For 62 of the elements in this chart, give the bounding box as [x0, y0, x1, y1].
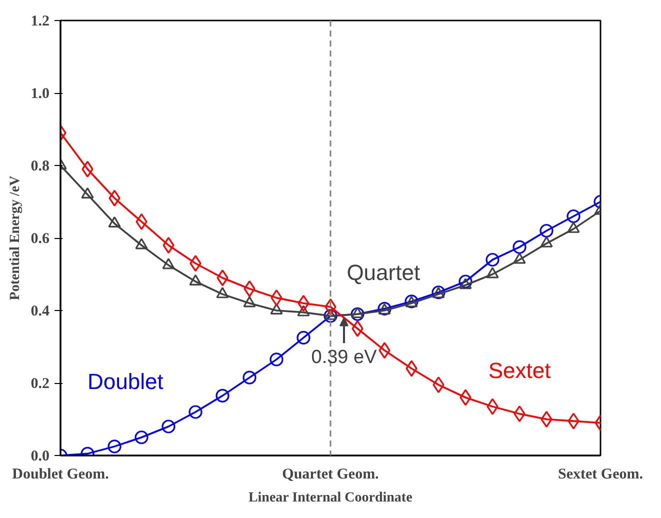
x-tick-label: Sextet Geom.: [558, 466, 644, 482]
point: [513, 252, 526, 264]
point: [216, 287, 229, 298]
point: [216, 388, 230, 402]
point: [458, 274, 472, 288]
point: [162, 420, 176, 434]
point: [82, 160, 94, 178]
point: [486, 398, 498, 415]
point: [108, 216, 121, 228]
point: [540, 236, 553, 248]
point: [242, 370, 256, 384]
y-tick-label: 0.8: [30, 158, 50, 174]
point: [432, 376, 444, 394]
point: [512, 240, 526, 254]
y-tick-label: 0.2: [30, 376, 50, 392]
point: [162, 258, 175, 270]
point: [270, 290, 282, 306]
point: [190, 255, 202, 272]
annotation: 0.39 eV: [311, 346, 378, 368]
point: [324, 298, 336, 316]
point: [352, 320, 364, 337]
point: [568, 412, 580, 430]
point: [135, 238, 148, 250]
point: [460, 389, 472, 406]
point: [406, 360, 418, 377]
x-axis-title: Linear Internal Coordinate: [248, 490, 412, 506]
point: [324, 309, 338, 323]
point: [270, 303, 283, 314]
point: [243, 296, 256, 308]
point: [296, 330, 310, 344]
y-tick-label: 0.4: [30, 304, 50, 320]
point: [514, 406, 526, 422]
point: [188, 405, 202, 419]
point: [136, 213, 148, 230]
point: [486, 267, 499, 278]
point: [270, 352, 284, 366]
point: [459, 278, 472, 290]
series-label: Doublet: [88, 368, 164, 394]
point: [486, 252, 500, 267]
point: [378, 342, 390, 359]
point: [567, 222, 580, 233]
point: [566, 209, 580, 224]
y-tick-label: 1.0: [30, 86, 50, 102]
point: [350, 307, 364, 321]
y-tick-label: 0.6: [30, 231, 50, 247]
series-label: Quartet: [346, 260, 420, 286]
point: [189, 274, 202, 286]
point: [540, 224, 554, 238]
series-label: Sextet: [488, 358, 551, 383]
y-tick-label: 0.0: [30, 448, 50, 464]
y-tick-label: 1.2: [30, 14, 50, 30]
point: [324, 308, 337, 320]
x-tick-label: Quartet Geom.: [282, 466, 380, 482]
point: [108, 190, 120, 206]
y-axis-title: Potential Energy /eV: [8, 176, 23, 300]
point: [216, 270, 228, 286]
point: [81, 187, 94, 198]
point: [297, 305, 310, 316]
point: [351, 306, 364, 318]
point: [134, 430, 148, 444]
x-tick-label: Doublet Geom.: [12, 466, 110, 482]
point: [108, 440, 122, 454]
